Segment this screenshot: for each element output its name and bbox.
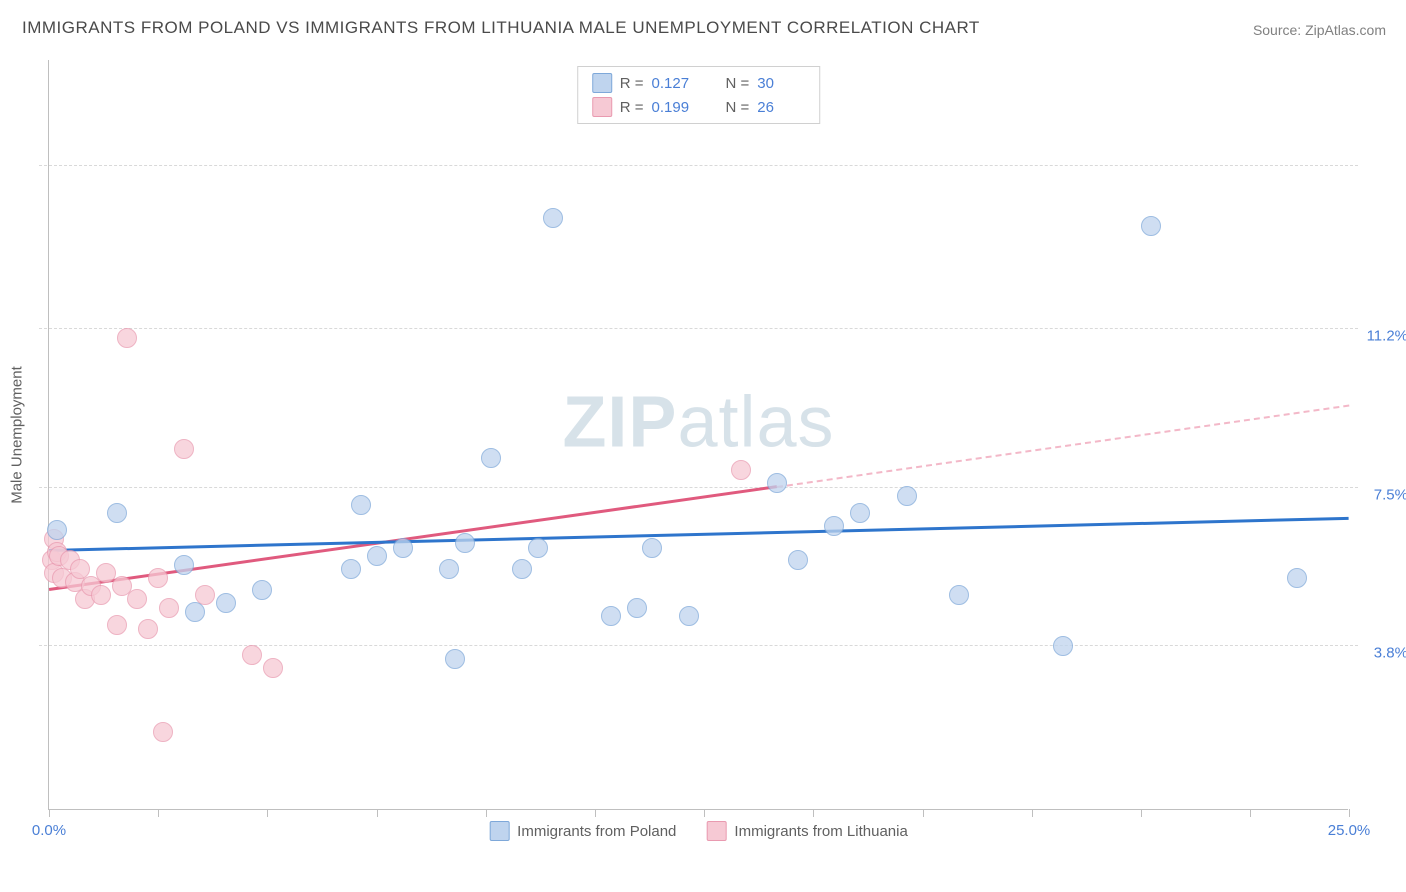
x-tick-mark xyxy=(595,809,596,817)
scatter-point xyxy=(159,598,179,618)
legend-swatch-lithuania xyxy=(592,97,612,117)
scatter-point xyxy=(528,538,548,558)
chart-title: IMMIGRANTS FROM POLAND VS IMMIGRANTS FRO… xyxy=(22,18,980,38)
scatter-point xyxy=(1053,636,1073,656)
y-tick-label: 7.5% xyxy=(1358,486,1406,503)
x-tick-label: 0.0% xyxy=(32,822,66,839)
watermark-light: atlas xyxy=(677,382,834,462)
scatter-point xyxy=(367,546,387,566)
gridline xyxy=(39,487,1358,488)
legend-row-poland: R = 0.127 N = 30 xyxy=(592,73,806,93)
correlation-legend: R = 0.127 N = 30 R = 0.199 N = 26 xyxy=(577,66,821,124)
legend-item-lithuania: Immigrants from Lithuania xyxy=(706,821,907,841)
scatter-point xyxy=(47,520,67,540)
scatter-point xyxy=(1141,216,1161,236)
x-tick-mark xyxy=(1032,809,1033,817)
n-value-poland: 30 xyxy=(757,75,805,92)
legend-swatch-lithuania xyxy=(706,821,726,841)
scatter-point xyxy=(897,486,917,506)
scatter-point xyxy=(543,208,563,228)
gridline xyxy=(39,328,1358,329)
x-tick-mark xyxy=(158,809,159,817)
x-tick-label: 25.0% xyxy=(1328,822,1371,839)
r-value-lithuania: 0.199 xyxy=(652,99,700,116)
scatter-point xyxy=(153,722,173,742)
scatter-point xyxy=(174,439,194,459)
scatter-point xyxy=(767,473,787,493)
scatter-point xyxy=(481,448,501,468)
scatter-point xyxy=(601,606,621,626)
r-label: R = xyxy=(620,75,644,92)
scatter-point xyxy=(252,580,272,600)
scatter-point xyxy=(351,495,371,515)
legend-swatch-poland xyxy=(592,73,612,93)
scatter-point xyxy=(91,585,111,605)
scatter-point xyxy=(263,658,283,678)
trend-line-extrapolated xyxy=(777,404,1349,487)
x-tick-mark xyxy=(1349,809,1350,817)
legend-label-poland: Immigrants from Poland xyxy=(517,823,676,840)
gridline xyxy=(39,645,1358,646)
x-tick-mark xyxy=(49,809,50,817)
scatter-point xyxy=(107,615,127,635)
x-tick-mark xyxy=(923,809,924,817)
scatter-point xyxy=(439,559,459,579)
scatter-point xyxy=(455,533,475,553)
legend-row-lithuania: R = 0.199 N = 26 xyxy=(592,97,806,117)
trend-line xyxy=(49,517,1349,552)
watermark-bold: ZIP xyxy=(562,382,677,462)
n-label: N = xyxy=(726,99,750,116)
x-tick-mark xyxy=(813,809,814,817)
r-value-poland: 0.127 xyxy=(652,75,700,92)
legend-label-lithuania: Immigrants from Lithuania xyxy=(734,823,907,840)
scatter-point xyxy=(642,538,662,558)
x-tick-mark xyxy=(486,809,487,817)
r-label: R = xyxy=(620,99,644,116)
n-label: N = xyxy=(726,75,750,92)
y-axis-label: Male Unemployment xyxy=(9,366,26,504)
x-tick-mark xyxy=(377,809,378,817)
scatter-point xyxy=(148,568,168,588)
n-value-lithuania: 26 xyxy=(757,99,805,116)
scatter-point xyxy=(242,645,262,665)
scatter-point xyxy=(627,598,647,618)
scatter-point xyxy=(679,606,699,626)
scatter-point xyxy=(850,503,870,523)
y-tick-label: 3.8% xyxy=(1358,645,1406,662)
series-legend: Immigrants from Poland Immigrants from L… xyxy=(489,821,908,841)
x-tick-mark xyxy=(1250,809,1251,817)
y-tick-label: 11.2% xyxy=(1358,328,1406,345)
scatter-point xyxy=(393,538,413,558)
scatter-point xyxy=(512,559,532,579)
plot-area: ZIPatlas Male Unemployment R = 0.127 N =… xyxy=(48,60,1348,810)
x-tick-mark xyxy=(704,809,705,817)
scatter-point xyxy=(127,589,147,609)
scatter-point xyxy=(1287,568,1307,588)
scatter-point xyxy=(341,559,361,579)
x-tick-mark xyxy=(267,809,268,817)
source-prefix: Source: xyxy=(1253,22,1305,38)
scatter-point xyxy=(445,649,465,669)
legend-swatch-poland xyxy=(489,821,509,841)
scatter-point xyxy=(107,503,127,523)
scatter-point xyxy=(138,619,158,639)
scatter-point xyxy=(216,593,236,613)
chart-container: ZIPatlas Male Unemployment R = 0.127 N =… xyxy=(48,60,1348,810)
scatter-point xyxy=(788,550,808,570)
scatter-point xyxy=(185,602,205,622)
scatter-point xyxy=(117,328,137,348)
scatter-point xyxy=(174,555,194,575)
legend-item-poland: Immigrants from Poland xyxy=(489,821,676,841)
source-name: ZipAtlas.com xyxy=(1305,22,1386,38)
source-attribution: Source: ZipAtlas.com xyxy=(1253,22,1386,38)
scatter-point xyxy=(949,585,969,605)
gridline xyxy=(39,165,1358,166)
x-tick-mark xyxy=(1141,809,1142,817)
scatter-point xyxy=(824,516,844,536)
watermark: ZIPatlas xyxy=(562,381,834,463)
scatter-point xyxy=(731,460,751,480)
